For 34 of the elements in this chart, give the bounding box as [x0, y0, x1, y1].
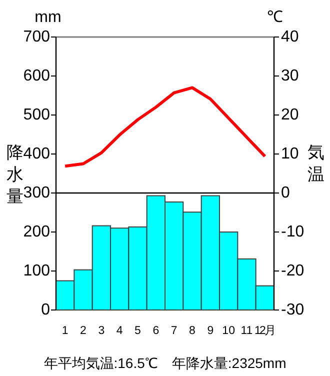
- y-tick-label: 600: [23, 68, 50, 84]
- category-label: 6: [152, 325, 160, 337]
- text: ℃: [267, 9, 283, 26]
- y-tick-label: 700: [23, 28, 50, 46]
- y2-tick-label: -10: [281, 224, 304, 240]
- line-series: [64, 86, 266, 168]
- category-label: 10: [222, 325, 235, 337]
- y-tick-label: 100: [23, 262, 50, 280]
- category-label: 1: [62, 325, 68, 337]
- category-label: 9: [207, 325, 214, 337]
- category-label: 3: [98, 325, 105, 337]
- text: mm: [34, 9, 62, 26]
- text: 年平均気温:16.5℃ 年降水量:2325mm: [44, 355, 286, 371]
- y-tick-label: 400: [23, 146, 50, 162]
- category-label: 4: [116, 325, 123, 337]
- category-label: 2: [80, 325, 86, 337]
- y-tick-label: 0: [41, 302, 50, 318]
- y2-tick-label: 10: [281, 146, 299, 162]
- y2-tick-label: 0: [281, 184, 290, 202]
- y2-tick-label: -20: [281, 262, 304, 280]
- category-label: 8: [189, 325, 196, 337]
- category-label: 5: [134, 325, 141, 337]
- y-tick-label: 500: [23, 106, 50, 124]
- y-axis-title: 降水量: [6, 143, 24, 206]
- y2-tick-label: 20: [281, 106, 299, 124]
- y2-axis-title: 気温: [308, 143, 324, 184]
- y2-tick-label: 40: [281, 28, 299, 46]
- y-tick-label: 200: [23, 224, 50, 240]
- y2-tick-label: 30: [281, 68, 299, 84]
- y-tick-label: 300: [23, 184, 50, 202]
- category-label: 11: [240, 325, 253, 337]
- category-label: 7: [170, 325, 178, 337]
- y2-tick-label: -30: [281, 302, 304, 318]
- category-label: 12月: [254, 325, 276, 337]
